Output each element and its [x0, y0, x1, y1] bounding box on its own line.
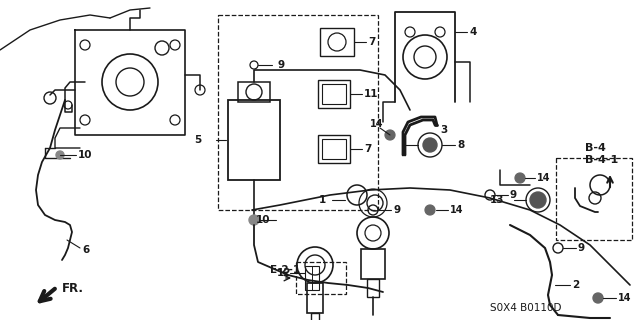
Bar [322, 139, 346, 159]
Text: 7: 7 [368, 37, 376, 47]
Text: 10: 10 [256, 215, 271, 225]
Text: 2: 2 [572, 280, 579, 290]
Circle shape [530, 192, 546, 208]
Bar [556, 158, 632, 240]
Bar [320, 28, 354, 56]
Text: 9: 9 [510, 190, 517, 200]
Bar [367, 279, 379, 297]
Bar [318, 80, 350, 108]
Bar [318, 135, 350, 163]
Text: 9: 9 [578, 243, 585, 253]
Circle shape [425, 205, 435, 215]
Text: S0X4 B0110D: S0X4 B0110D [490, 303, 561, 313]
Text: 14: 14 [537, 173, 550, 183]
Text: B-4-1: B-4-1 [585, 155, 618, 165]
Text: 13: 13 [490, 195, 504, 205]
Text: 1: 1 [319, 195, 326, 205]
Text: 14: 14 [450, 205, 463, 215]
Circle shape [515, 173, 525, 183]
Text: 7: 7 [364, 144, 371, 154]
Bar [307, 283, 323, 313]
Text: 9: 9 [278, 60, 285, 70]
Circle shape [423, 138, 437, 152]
Circle shape [385, 130, 395, 140]
Bar [228, 100, 280, 180]
Text: B-4: B-4 [585, 143, 606, 153]
Bar [361, 249, 385, 279]
Text: E-2-1: E-2-1 [270, 265, 300, 275]
Bar [238, 82, 270, 102]
Circle shape [593, 293, 603, 303]
Text: FR.: FR. [62, 282, 84, 294]
Text: 9: 9 [393, 205, 400, 215]
Text: 6: 6 [82, 245, 89, 255]
Bar [305, 266, 319, 290]
Text: 5: 5 [194, 135, 201, 145]
Text: 10: 10 [78, 150, 93, 160]
Text: 8: 8 [457, 140, 464, 150]
Text: 14: 14 [618, 293, 632, 303]
Bar [322, 84, 346, 104]
Text: 12: 12 [277, 268, 291, 278]
Text: 11: 11 [364, 89, 378, 99]
Text: 14: 14 [370, 119, 383, 129]
Bar [296, 262, 346, 294]
Bar [311, 313, 319, 320]
Circle shape [249, 215, 259, 225]
Text: 4: 4 [469, 27, 476, 37]
Bar [218, 15, 378, 210]
Text: 3: 3 [440, 125, 447, 135]
Circle shape [56, 151, 64, 159]
